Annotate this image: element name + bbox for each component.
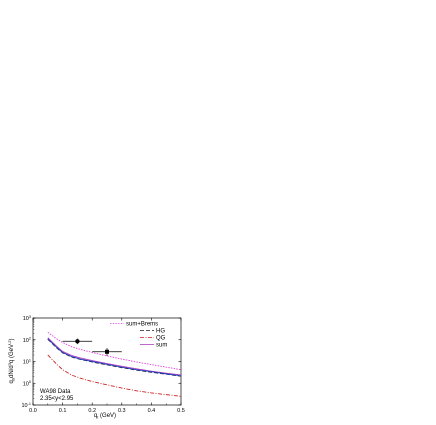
y-tick-label: 100: [23, 380, 31, 387]
x-tick-label: 0.2: [88, 408, 96, 414]
annotation-rapidity: 2.35<y<2.95: [40, 396, 74, 402]
legend-label-sum: sum: [156, 343, 167, 349]
x-tick-label: 0.4: [148, 408, 156, 414]
y-tick-label: 103: [23, 315, 31, 322]
y-tick-label: 101: [23, 358, 31, 365]
data-point-square: [105, 349, 109, 354]
x-tick-label: 0.3: [118, 408, 126, 414]
annotation-dataset: WA98 Data: [40, 389, 71, 395]
data-points: [62, 338, 122, 356]
series-line-qg: [47, 354, 182, 397]
series-lines: [47, 331, 182, 397]
legend: sum+Brems HG QG sum: [110, 322, 167, 349]
x-tick-label: 0.1: [59, 408, 67, 414]
legend-label-qg: QG: [156, 336, 166, 342]
x-tick-label: 0.0: [29, 408, 37, 414]
legend-label-sum-brems: sum+Brems: [126, 322, 158, 328]
series-line-sum: [47, 337, 182, 376]
data-point-circle: [75, 339, 80, 344]
legend-label-hg: HG: [156, 329, 165, 335]
y-tick-label: 102: [23, 337, 31, 344]
series-line-sum-brems: [47, 331, 182, 371]
y-tick-labels: 10-1 100 101 102 103: [21, 315, 31, 409]
y-tick-label: 10-1: [21, 402, 31, 409]
y-axis-title: q0dN/d3q (GeV-2): [7, 338, 16, 383]
x-tick-labels: 0.0 0.1 0.2 0.3 0.4 0.5: [29, 408, 185, 414]
axis-ticks: [32, 317, 182, 406]
x-tick-label: 0.5: [177, 408, 185, 414]
x-axis-title: qt (GeV): [94, 413, 116, 420]
series-line-curve-4: [47, 338, 182, 377]
